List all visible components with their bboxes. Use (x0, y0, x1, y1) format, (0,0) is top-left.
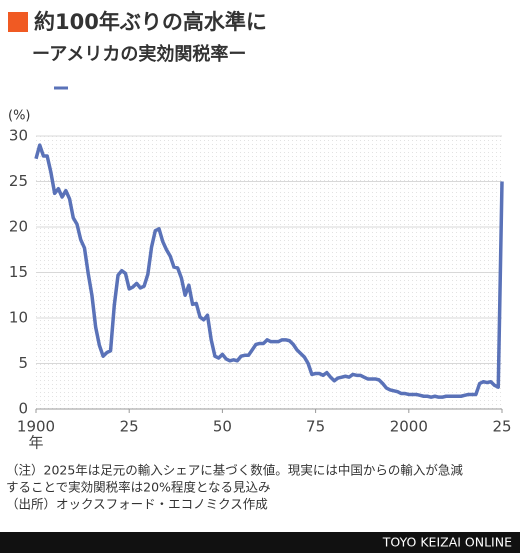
x-tick-label: 25 (492, 418, 511, 436)
note: することで実効関税率は20%程度となる見込み (6, 480, 271, 495)
y-tick-label: 25 (9, 172, 28, 190)
credit-bar (0, 532, 520, 553)
chart-title: 約100年ぶりの高水準に (34, 10, 267, 34)
credit: TOYO KEIZAI ONLINE (382, 535, 512, 550)
note: （注）2025年は足元の輸入シェアに基づく数値。現実には中国からの輸入が急減 (6, 463, 463, 478)
x-tick-label: 75 (306, 418, 325, 436)
x-tick-label: 50 (213, 418, 232, 436)
series-line (34, 143, 504, 399)
y-tick-label: 10 (9, 309, 28, 327)
note: （出所）オックスフォード・エコノミクス作成 (6, 497, 268, 512)
x-axis-label: 年 (28, 434, 43, 452)
y-tick-label: 5 (18, 354, 28, 372)
x-tick-label: 1900 (17, 418, 55, 436)
chart-subtitle: ーアメリカの実効関税率ー (32, 43, 246, 65)
y-tick-label: 15 (9, 263, 28, 281)
y-tick-label: 20 (9, 218, 28, 236)
x-tick-label: 25 (120, 418, 139, 436)
y-tick-label: 30 (9, 127, 28, 145)
title-marker (8, 12, 28, 32)
x-tick-label: 2000 (390, 418, 428, 436)
y-tick-label: 0 (18, 400, 28, 418)
y-axis-label: (%) (8, 109, 31, 124)
